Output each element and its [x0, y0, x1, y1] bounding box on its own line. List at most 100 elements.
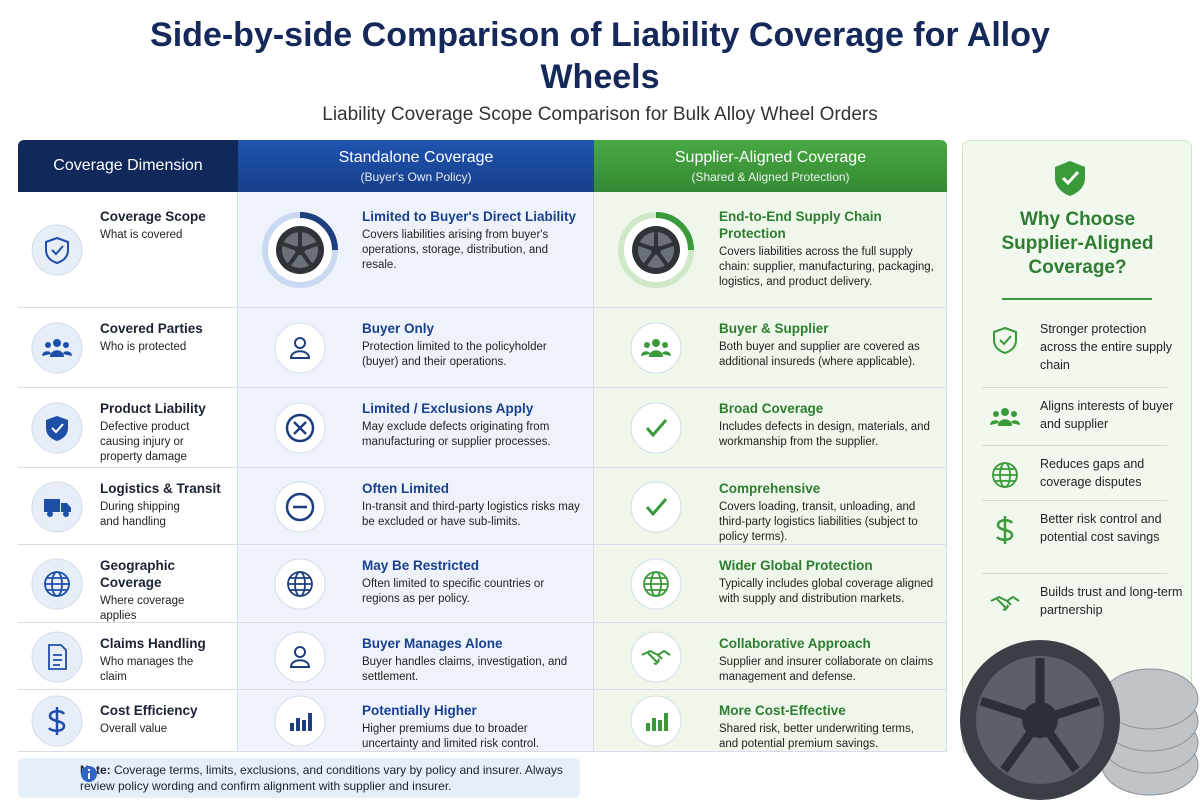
cell-text: Buyer & Supplier Both buyer and supplier … [719, 320, 935, 370]
row-icon [630, 322, 682, 374]
row-icon [31, 631, 83, 682]
row-icon [31, 322, 83, 374]
cell-text: Collaborative Approach Supplier and insur… [719, 635, 935, 685]
cell-text: Coverage Scope What is covered [100, 208, 226, 243]
cell-desc: Who is protected [100, 341, 187, 353]
sidebar-icon [996, 516, 1014, 544]
cell-desc: Protection limited to the policyholder (… [362, 341, 547, 368]
subtitle: Liability Coverage Scope Comparison for … [322, 104, 878, 125]
sidebar-icon [993, 326, 1017, 355]
cell-desc: In-transit and third-party logistics ris… [362, 501, 580, 528]
sidebar-icon [990, 408, 1020, 426]
row-icon [274, 558, 326, 610]
cell-text: Often Limited In-transit and third-party … [362, 480, 582, 530]
cell-desc: Supplier and insurer collaborate on clai… [719, 656, 934, 683]
column-title: Coverage Dimension [53, 157, 203, 174]
sidebar-icon [992, 462, 1018, 488]
row-icon [630, 402, 682, 454]
cell-text: May Be Restricted Often limited to specif… [362, 557, 582, 607]
cell-text: Geographic Coverage Where coverage applie… [100, 557, 226, 624]
cell-desc: Shared risk, better underwriting terms, … [719, 723, 914, 750]
note: Note: Coverage terms, limits, exclusions… [18, 758, 580, 798]
row-icon [630, 558, 682, 610]
divider [982, 500, 1167, 501]
cell-desc: During shipping and handling [100, 501, 180, 528]
row-icon [618, 212, 694, 288]
cell-title: Claims Handling [100, 636, 206, 651]
cell-text: Wider Global Protection Typically include… [719, 557, 935, 607]
cell-title: End-to-End Supply Chain Protection [719, 209, 882, 241]
cell-desc: Covers liabilities arising from buyer's … [362, 229, 549, 271]
cell-text: Buyer Only Protection limited to the poli… [362, 320, 582, 370]
cell-title: Comprehensive [719, 481, 821, 496]
cell-desc: Often limited to specific countries or r… [362, 578, 545, 605]
column-header: Supplier-Aligned Coverage (Shared & Align… [594, 140, 947, 192]
sidebar-item: Builds trust and long-term partnership [1040, 585, 1183, 617]
cell-text: Limited to Buyer's Direct Liability Cover… [362, 208, 582, 273]
cell-title: May Be Restricted [362, 558, 480, 573]
cell-text: Potentially Higher Higher premiums due to… [362, 702, 582, 752]
row-icon [31, 481, 83, 532]
cell-title: Wider Global Protection [719, 558, 873, 573]
column-header: Coverage Dimension [18, 140, 238, 192]
cell-text: Logistics & Transit During shipping and h… [100, 480, 226, 530]
cell-title: Product Liability [100, 401, 206, 416]
row-icon [31, 224, 83, 276]
cell-desc: Defective product causing injury or prop… [100, 421, 190, 463]
divider [982, 573, 1167, 574]
cell-desc: Higher premiums due to broader uncertain… [362, 723, 540, 750]
info-icon [81, 766, 97, 782]
row-icon [630, 481, 682, 532]
cell-desc: Buyer handles claims, investigation, and… [362, 656, 568, 683]
cell-desc: Where coverage applies [100, 595, 185, 622]
row-icon [630, 695, 682, 747]
column-subtitle: (Buyer's Own Policy) [360, 169, 472, 184]
row-icon [262, 212, 338, 288]
cell-text: Claims Handling Who manages the claim [100, 635, 226, 685]
cell-title: Buyer & Supplier [719, 321, 829, 336]
cell-text: Comprehensive Covers loading, transit, un… [719, 480, 935, 545]
cell-title: Logistics & Transit [100, 481, 221, 496]
cell-text: Cost Efficiency Overall value [100, 702, 226, 737]
cell-title: Buyer Manages Alone [362, 636, 503, 651]
cell-title: Covered Parties [100, 321, 203, 336]
cell-desc: Who manages the claim [100, 656, 194, 683]
cell-text: More Cost-Effective Shared risk, better u… [719, 702, 935, 752]
shield-icon [1055, 161, 1085, 196]
sidebar-item: Aligns interests of buyer and supplier [1040, 399, 1174, 431]
row-icon [274, 481, 326, 532]
sidebar-item: Stronger protection across the entire su… [1040, 322, 1173, 372]
cell-title: More Cost-Effective [719, 703, 846, 718]
column-title: Standalone Coverage [338, 148, 494, 166]
cell-text: Product Liability Defective product causi… [100, 400, 226, 465]
cell-desc: Both buyer and supplier are covered as a… [719, 341, 920, 368]
cell-text: End-to-End Supply Chain Protection Covers… [719, 208, 935, 290]
cell-title: Collaborative Approach [719, 636, 871, 651]
column-subtitle: (Shared & Aligned Protection) [691, 169, 850, 184]
column-title: Supplier-Aligned Coverage [674, 148, 867, 166]
divider [1002, 298, 1152, 300]
row-icon [274, 695, 326, 747]
row-icon [274, 631, 326, 682]
wheel-illustration [960, 640, 1199, 800]
cell-text: Buyer Manages Alone Buyer handles claims,… [362, 635, 582, 685]
cell-desc: Overall value [100, 723, 168, 735]
cell-desc: Includes defects in design, materials, a… [719, 421, 930, 448]
row-icon [31, 402, 83, 454]
cell-desc: What is covered [100, 229, 183, 241]
cell-text: Limited / Exclusions Apply May exclude de… [362, 400, 582, 450]
row-icon [274, 402, 326, 454]
cell-title: Cost Efficiency [100, 703, 198, 718]
row-icon [630, 631, 682, 682]
cell-title: Often Limited [362, 481, 449, 496]
column-header: Standalone Coverage (Buyer's Own Policy) [238, 140, 594, 192]
row-icon [274, 322, 326, 374]
divider [982, 445, 1167, 446]
cell-desc: May exclude defects originating from man… [362, 421, 551, 448]
sidebar-item: Better risk control and potential cost s… [1040, 512, 1162, 544]
cell-title: Buyer Only [362, 321, 435, 336]
cell-title: Limited / Exclusions Apply [362, 401, 534, 416]
title: Side-by-side Comparison of Liability Cov… [150, 16, 1050, 96]
note-text: Coverage terms, limits, exclusions, and … [80, 763, 563, 793]
cell-title: Limited to Buyer's Direct Liability [362, 209, 577, 224]
